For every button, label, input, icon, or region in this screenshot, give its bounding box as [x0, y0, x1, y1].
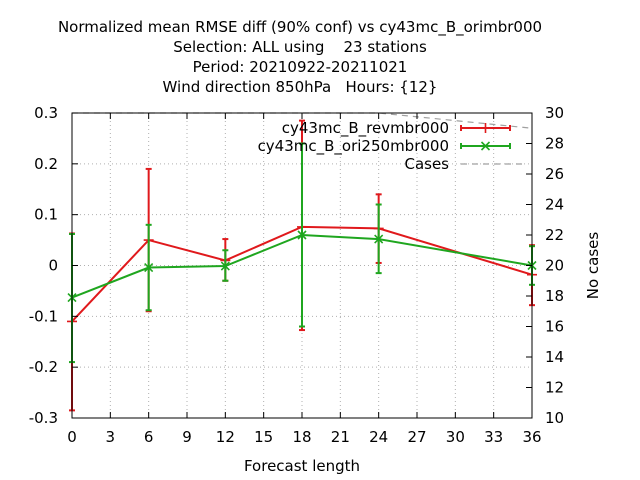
legend-marker: [480, 123, 491, 133]
x-axis: 0 3 6 9 12 15 18 21 24 27 30 33 36: [67, 113, 542, 446]
y2-tick-label: 28: [545, 135, 564, 153]
data-point: [374, 234, 384, 244]
y-axis: -0.3 -0.2 -0.1 0 0.1 0.2 0.3: [29, 104, 78, 427]
x-tick-label: 21: [331, 428, 350, 446]
y2-tick-label: 14: [545, 348, 564, 366]
x-tick-label: 33: [484, 428, 503, 446]
y2-tick-label: 10: [545, 409, 564, 427]
y-tick-label: 0.2: [34, 155, 58, 173]
title-line: Normalized mean RMSE diff (90% conf) vs …: [58, 18, 542, 37]
x-tick-label: 3: [106, 428, 116, 446]
legend-marker: [480, 141, 491, 151]
series-line: [71, 233, 533, 299]
x-tick-label: 27: [407, 428, 426, 446]
title-line: Wind direction 850hPa Hours: {12}: [163, 78, 438, 96]
x-axis-label: Forecast length: [244, 457, 360, 475]
y2-tick-label: 30: [545, 104, 564, 122]
y-tick-label: 0.3: [34, 104, 58, 122]
legend-label: cy43mc_B_ori250mbr000: [258, 137, 449, 156]
legend-label: Cases: [404, 155, 449, 173]
y2-tick-label: 24: [545, 196, 564, 214]
x-tick-label: 0: [67, 428, 77, 446]
y-tick-label: -0.3: [29, 409, 58, 427]
legend: cy43mc_B_revmbr000cy43mc_B_ori250mbr000C…: [258, 119, 524, 173]
y-tick-label: 0: [48, 257, 58, 275]
data-point: [144, 262, 154, 273]
y2-tick-label: 18: [545, 287, 564, 305]
y2-tick-label: 26: [545, 165, 564, 183]
x-tick-label: 6: [144, 428, 154, 446]
y-tick-label: 0.1: [34, 206, 58, 224]
legend-label: cy43mc_B_revmbr000: [282, 119, 449, 138]
y2-tick-label: 20: [545, 257, 564, 275]
data-point: [297, 230, 307, 240]
data-point: [220, 261, 230, 271]
x-tick-label: 30: [446, 428, 465, 446]
x-tick-label: 9: [182, 428, 192, 446]
y-tick-label: -0.2: [29, 358, 58, 376]
x-tick-label: 15: [254, 428, 273, 446]
x-tick-label: 24: [369, 428, 388, 446]
y-tick-label: -0.1: [29, 307, 58, 325]
series-line: [71, 225, 533, 323]
x-tick-label: 36: [522, 428, 541, 446]
y2-axis-label: No cases: [584, 232, 602, 300]
y2-tick-label: 12: [545, 379, 564, 397]
x-tick-label: 18: [292, 428, 311, 446]
title-line: Period: 20210922-20211021: [193, 58, 408, 76]
x-tick-label: 12: [216, 428, 235, 446]
y2-tick-label: 16: [545, 318, 564, 336]
y2-tick-label: 22: [545, 226, 564, 244]
y2-axis: 10 12 14 16 18 20 22 24 26 28 30: [526, 104, 564, 427]
title-line: Selection: ALL using 23 stations: [173, 38, 427, 56]
chart-title: Normalized mean RMSE diff (90% conf) vs …: [58, 18, 542, 96]
